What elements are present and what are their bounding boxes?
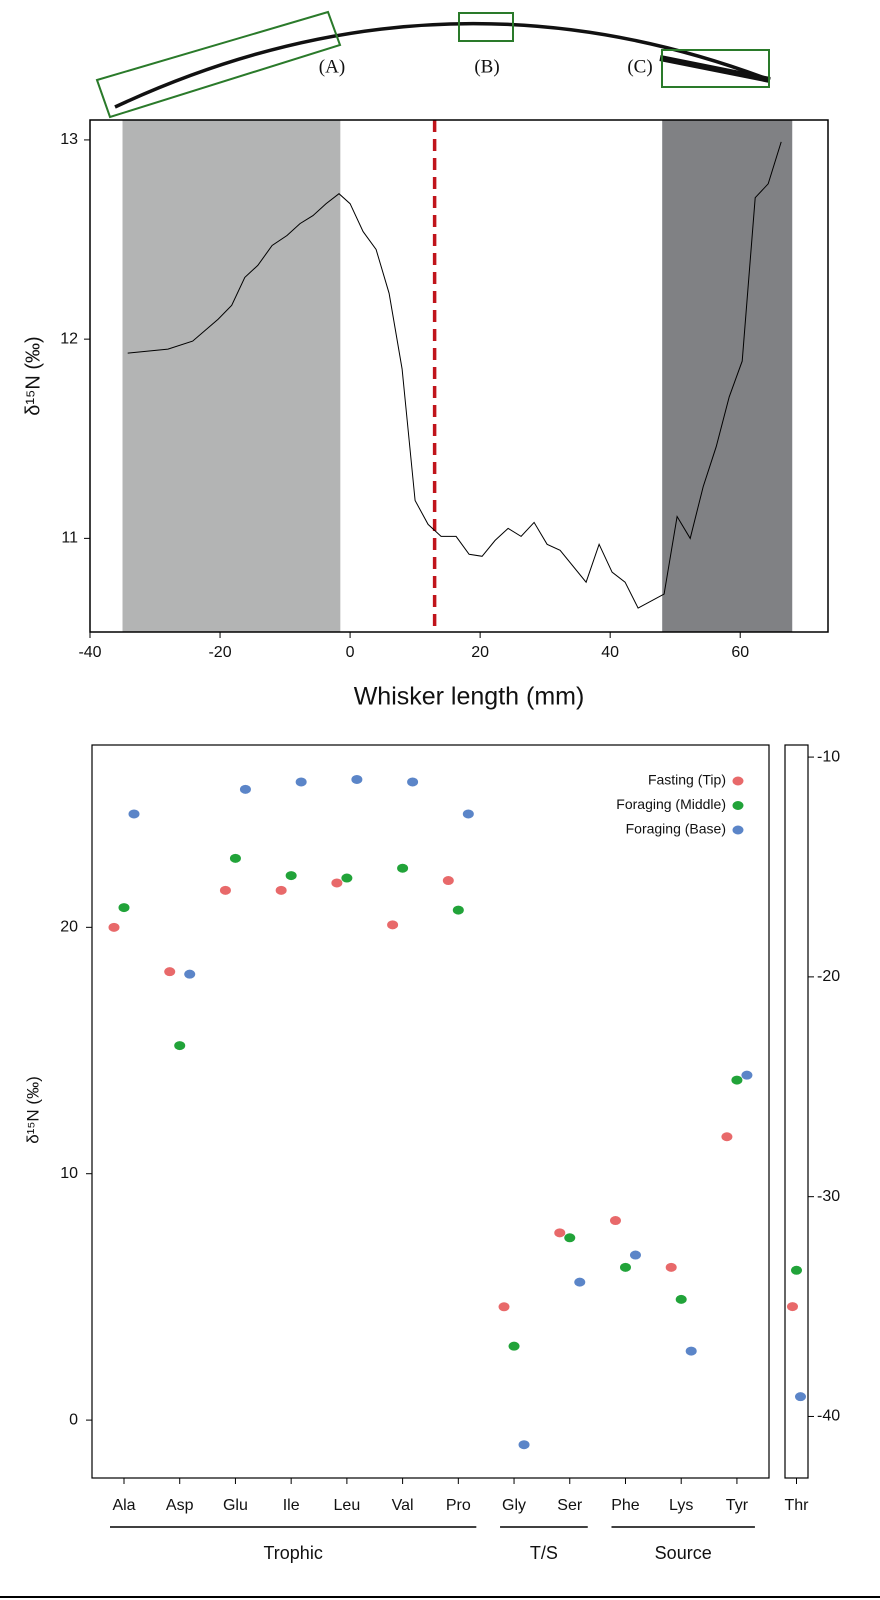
legend-label: Foraging (Base) (626, 821, 726, 837)
data-point (184, 969, 196, 979)
y-tick-label: 0 (69, 1411, 78, 1428)
data-point (791, 1265, 802, 1275)
x-tick-label: Val (392, 1497, 414, 1514)
side-frame (784, 744, 809, 1479)
x-tick-label: 60 (731, 644, 749, 661)
data-point (397, 863, 409, 873)
x-tick-label: 20 (471, 644, 489, 661)
data-point (498, 1302, 510, 1312)
data-point (574, 1277, 586, 1287)
y-tick-label: 20 (60, 919, 78, 936)
data-point (518, 1440, 530, 1450)
data-point (675, 1294, 687, 1304)
y2-tick-label: -20 (817, 968, 840, 985)
x-tick-label: 40 (601, 644, 619, 661)
y-tick-label: 10 (60, 1165, 78, 1182)
x-tick-label: 0 (346, 644, 355, 661)
data-point (609, 1216, 621, 1226)
x-tick-label: Ile (283, 1497, 300, 1514)
x-tick-label: Leu (334, 1497, 361, 1514)
region-box (458, 12, 514, 42)
plot-frame (91, 744, 770, 1479)
data-point (462, 809, 474, 819)
x-tick-label: -40 (78, 644, 101, 661)
data-point (795, 1392, 806, 1402)
data-point (351, 774, 363, 784)
group-label: T/S (530, 1543, 558, 1563)
whisker-base (659, 55, 771, 83)
data-point (164, 967, 176, 977)
y2-tick-label: -40 (817, 1408, 840, 1425)
data-point (295, 777, 307, 787)
data-point (665, 1262, 677, 1272)
x-tick-label: Asp (166, 1497, 194, 1514)
data-point (554, 1228, 566, 1238)
group-label: Source (655, 1543, 712, 1563)
x-tick-label: Lys (669, 1497, 693, 1514)
x-tick-label: Pro (446, 1497, 471, 1514)
shaded-region (662, 120, 793, 632)
data-point (407, 777, 419, 787)
plot-frame (89, 119, 829, 633)
y-tick-label: 11 (61, 530, 78, 547)
data-point (731, 1075, 743, 1085)
x-tick-label: Gly (502, 1497, 526, 1514)
annotation: (B) (474, 56, 499, 77)
data-point (452, 905, 464, 915)
data-point (108, 922, 120, 932)
data-point (285, 871, 297, 881)
data-point (442, 876, 454, 886)
group-label: Trophic (263, 1543, 322, 1563)
x-tick-label: Ser (557, 1497, 583, 1514)
y2-tick-label: -30 (817, 1188, 840, 1205)
x-tick-label: Tyr (726, 1497, 749, 1514)
annotation: (A) (319, 56, 345, 77)
data-point (619, 1262, 631, 1272)
data-point (219, 885, 231, 895)
y-tick-label: 13 (60, 131, 78, 148)
data-point (275, 885, 287, 895)
region-box (95, 10, 342, 119)
data-point (721, 1132, 733, 1142)
data-point (629, 1250, 641, 1260)
y-tick-label: 12 (60, 330, 78, 347)
data-point (331, 878, 343, 888)
data-point (564, 1233, 576, 1243)
y-axis-label: δ¹⁵N (‰) (23, 1076, 42, 1144)
region-box (661, 49, 770, 88)
x-tick-label: -20 (208, 644, 231, 661)
annotation: (C) (627, 56, 652, 77)
x-axis-label: Whisker length (mm) (354, 683, 585, 711)
data-point (341, 873, 353, 883)
whisker (114, 21, 771, 109)
shaded-region (122, 120, 341, 632)
data-line (127, 141, 782, 609)
x-tick-label: Thr (785, 1497, 810, 1514)
legend-marker (732, 776, 744, 786)
x-tick-label: Glu (223, 1497, 248, 1514)
data-point (387, 920, 399, 930)
data-point (239, 784, 251, 794)
data-point (685, 1346, 697, 1356)
legend-marker (732, 825, 744, 835)
data-point (229, 853, 241, 863)
data-point (741, 1070, 753, 1080)
data-point (508, 1341, 520, 1351)
legend-label: Fasting (Tip) (648, 772, 726, 788)
x-tick-label: Phe (611, 1497, 640, 1514)
data-point (128, 809, 140, 819)
data-point (787, 1302, 798, 1312)
x-tick-label: Ala (112, 1497, 135, 1514)
y-axis-label: δ¹⁵N (‰) (22, 336, 44, 415)
y2-tick-label: -10 (817, 748, 840, 765)
legend-marker (732, 801, 744, 810)
legend-label: Foraging (Middle) (616, 796, 726, 812)
data-point (118, 903, 130, 913)
data-point (174, 1041, 186, 1051)
